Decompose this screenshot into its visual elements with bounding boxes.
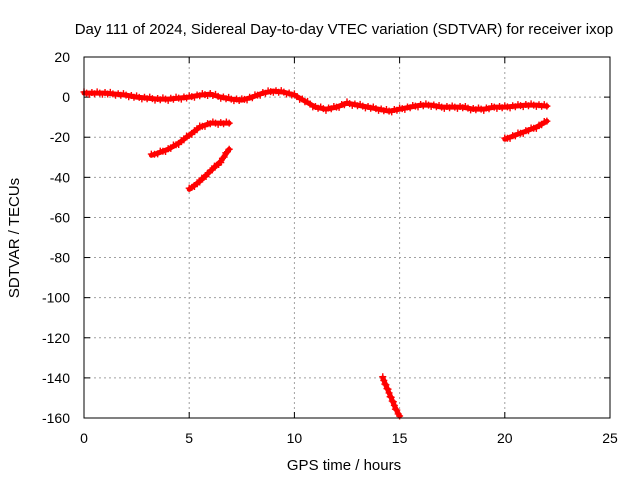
x-tick-label: 0 (80, 430, 88, 446)
data-point (383, 385, 391, 393)
x-axis-label: GPS time / hours (287, 457, 401, 474)
data-point (175, 140, 183, 148)
data-point (225, 119, 233, 127)
y-tick-label: -140 (42, 370, 70, 386)
series-track-4 (379, 373, 404, 420)
data-point (188, 130, 196, 138)
data-series (80, 87, 551, 420)
y-tick-label: -120 (42, 330, 70, 346)
series-track-1 (80, 87, 551, 116)
y-axis-label: SDTVAR / TECUs (6, 178, 23, 298)
y-tick-label: -160 (42, 410, 70, 426)
y-tick-label: -20 (50, 129, 70, 145)
data-point (543, 117, 551, 125)
data-point (543, 102, 551, 110)
data-point (393, 406, 401, 414)
data-point (385, 389, 393, 397)
x-tick-label: 5 (185, 430, 193, 446)
data-point (384, 385, 392, 393)
tick-labels: 0 5 10 15 20 25 20 0 -20 -40 -60 -80 -100 -120 -140 -16… (42, 49, 618, 446)
data-point (388, 397, 396, 405)
data-point (382, 381, 390, 389)
grid-lines (84, 57, 610, 418)
plot-frame (83, 56, 611, 419)
data-point (391, 405, 399, 413)
data-point (389, 398, 397, 406)
data-point (196, 178, 204, 186)
data-point (190, 183, 198, 191)
series-track-2 (147, 118, 233, 158)
y-tick-label: 0 (62, 89, 70, 105)
chart-title: Day 111 of 2024, Sidereal Day-to-day VTE… (75, 21, 614, 38)
x-tick-label: 15 (392, 430, 408, 446)
data-point (180, 136, 188, 144)
data-point (202, 173, 210, 181)
data-point (220, 153, 228, 161)
data-point (193, 126, 201, 134)
x-tick-label: 10 (287, 430, 303, 446)
y-tick-label: 20 (54, 49, 70, 65)
y-tick-label: -100 (42, 290, 70, 306)
data-point (390, 401, 398, 409)
x-tick-label: 20 (497, 430, 513, 446)
y-tick-label: -40 (50, 169, 70, 185)
series-track-5 (501, 117, 551, 142)
data-point (225, 145, 233, 153)
series-track-3 (185, 145, 233, 192)
y-tick-label: -80 (50, 250, 70, 266)
data-point (380, 376, 388, 384)
x-tick-label: 25 (602, 430, 618, 446)
data-point (386, 393, 394, 401)
data-point (381, 380, 389, 388)
data-point (217, 158, 225, 166)
y-tick-label: -60 (50, 209, 70, 225)
tick-marks (83, 56, 611, 419)
data-point (208, 166, 216, 174)
data-point (387, 393, 395, 401)
data-point (379, 373, 387, 381)
